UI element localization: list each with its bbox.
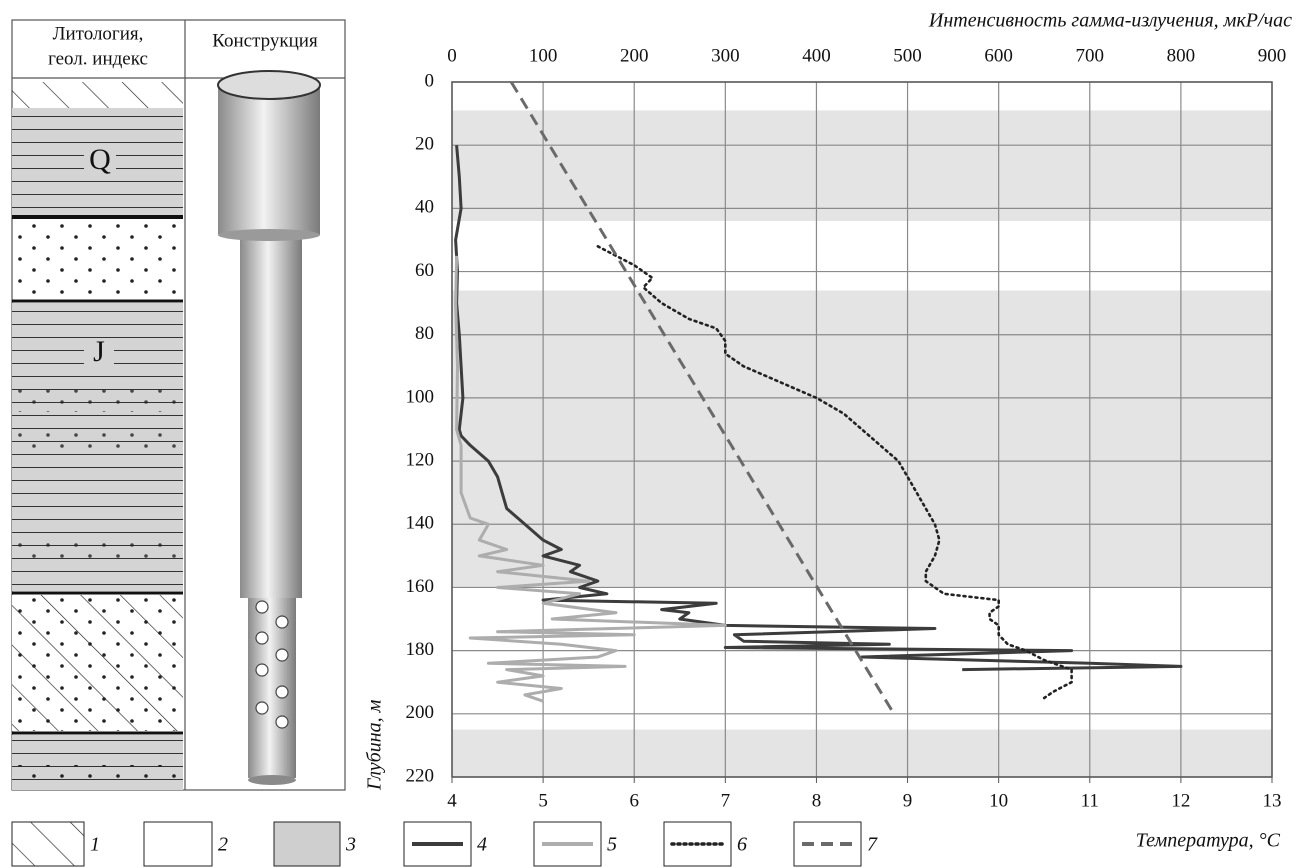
x-axis-title: Интенсивность гамма-излучения, мкР/час (928, 10, 1292, 32)
shaded-band (452, 729, 1272, 777)
x-tick-label: 800 (1167, 45, 1196, 66)
x2-tick-label: 13 (1263, 790, 1282, 811)
y-tick-label: 120 (406, 449, 435, 470)
x-tick-label: 900 (1258, 45, 1287, 66)
y-tick-label: 140 (406, 513, 435, 534)
legend-label: 2 (218, 834, 228, 856)
y-tick-label: 180 (406, 639, 435, 660)
x2-tick-label: 8 (812, 790, 822, 811)
x-tick-label: 600 (984, 45, 1013, 66)
x2-tick-label: 9 (903, 790, 913, 811)
x-tick-label: 300 (711, 45, 740, 66)
x2-tick-label: 6 (629, 790, 639, 811)
x2-tick-label: 11 (1081, 790, 1099, 811)
legend: 1 2 3 (11, 821, 356, 867)
plot-frame (451, 81, 1273, 778)
legend-label: 7 (867, 834, 878, 856)
x2-tick-label: 10 (989, 790, 1008, 811)
y-tick-label: 20 (415, 134, 434, 155)
y-tick-label: 80 (415, 323, 434, 344)
y-axis-title: Глубина, м (364, 699, 386, 791)
series-line (454, 145, 1183, 672)
y-tick-label: 220 (406, 765, 435, 786)
x-tick-label: 500 (893, 45, 922, 66)
x-tick-label: 700 (1076, 45, 1105, 66)
legend-label: 3 (345, 834, 356, 856)
y-tick-label: 40 (415, 197, 434, 218)
x2-tick-label: 12 (1171, 790, 1190, 811)
x2-tick-label: 5 (538, 790, 548, 811)
lithology-panel: Литология, геол. индекс Конструкция Q J (11, 19, 346, 791)
x2-tick-label: 7 (721, 790, 731, 811)
x-tick-label: 400 (802, 45, 831, 66)
shaded-band (452, 290, 1272, 588)
construction-header: Конструкция (212, 30, 318, 51)
legend-label: 6 (737, 834, 747, 856)
lithology-header: геол. индекс (48, 48, 148, 69)
geol-index: Q (89, 143, 111, 176)
y-tick-label: 0 (425, 70, 435, 91)
series-line (454, 255, 727, 703)
legend-label: 5 (607, 834, 617, 856)
y-tick-label: 100 (406, 386, 435, 407)
x2-tick-label: 4 (447, 790, 457, 811)
y-tick-label: 200 (406, 702, 435, 723)
y-tick-label: 60 (415, 260, 434, 281)
y-tick-label: 160 (406, 576, 435, 597)
series-line (596, 245, 1073, 700)
geol-index: J (93, 335, 105, 368)
series-line (509, 81, 896, 715)
shaded-band (452, 110, 1272, 221)
x-tick-label: 200 (620, 45, 649, 66)
legend-label: 1 (90, 834, 100, 856)
lithology-header: Литология, (53, 23, 144, 44)
x-tick-label: 100 (529, 45, 558, 66)
x-tick-label: 0 (447, 45, 457, 66)
legend-label: 4 (477, 834, 487, 856)
x2-axis-title: Температура, °C (1136, 830, 1281, 852)
